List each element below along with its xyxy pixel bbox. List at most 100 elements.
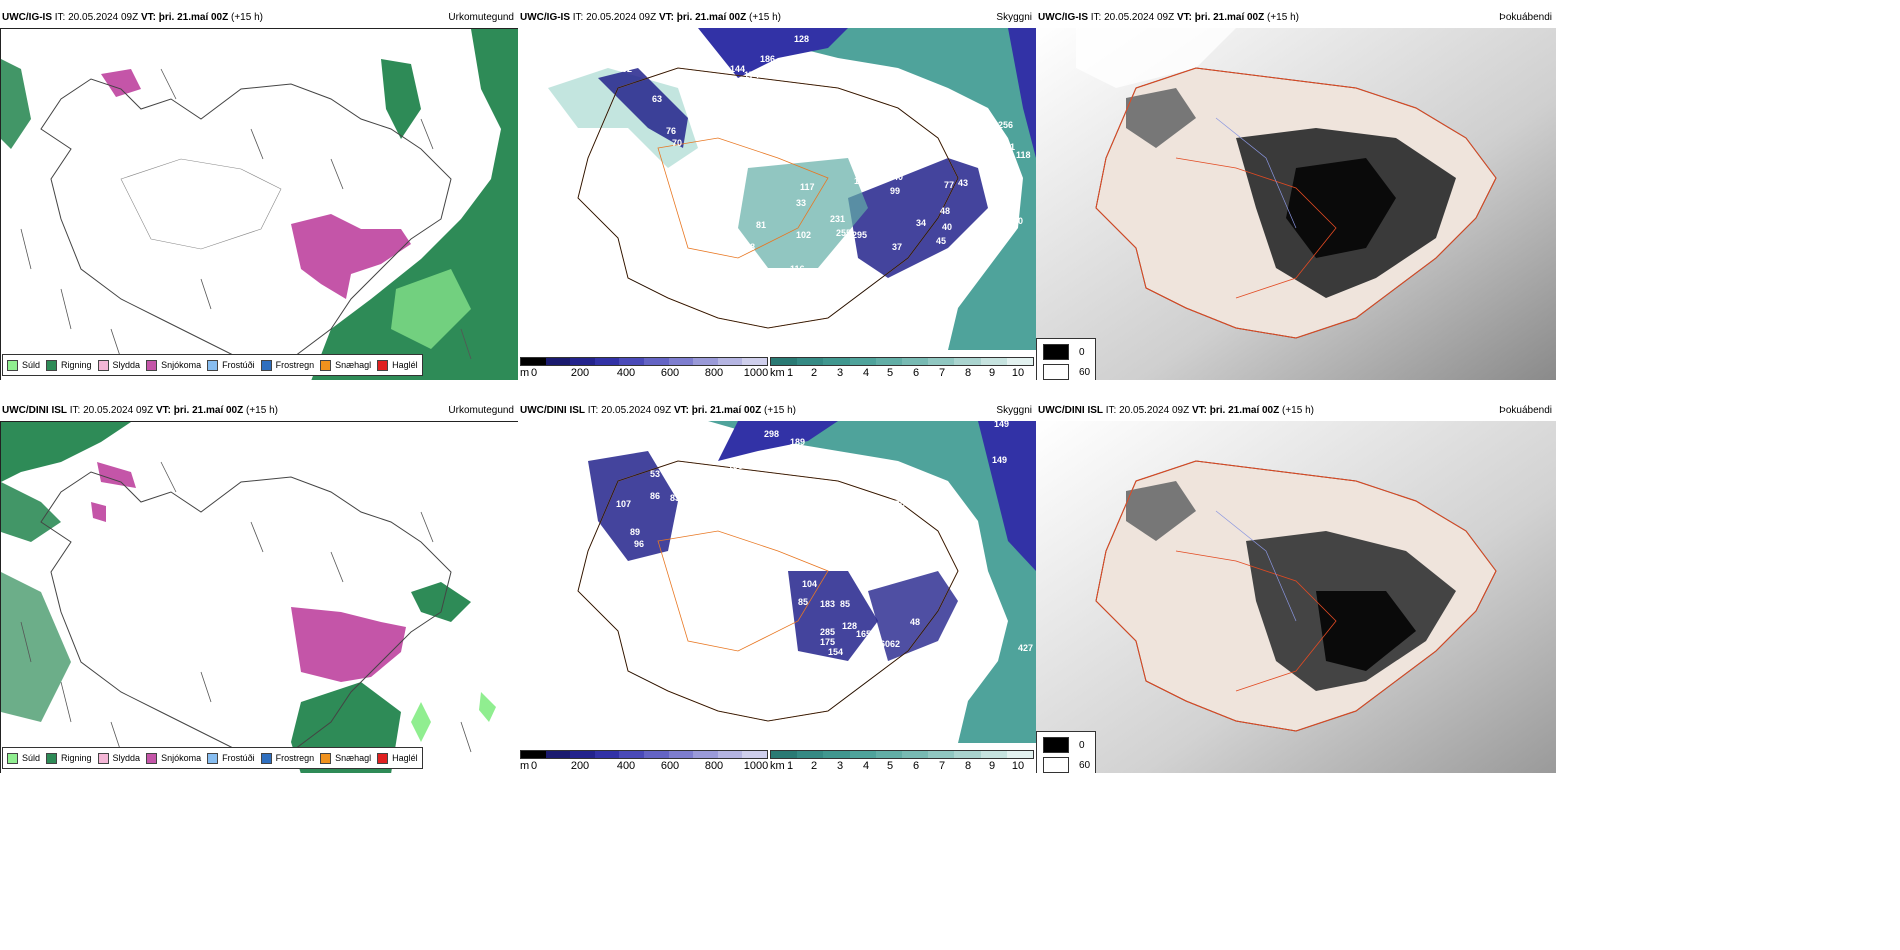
colorbar-tick: 400 xyxy=(616,367,636,379)
colorbar-tick: 7 xyxy=(938,760,946,772)
colorbar-tick: 10 xyxy=(1011,367,1025,379)
colorbar-tick: 4 xyxy=(862,367,870,379)
legend-swatch xyxy=(7,752,18,764)
cloud-label: 116 xyxy=(790,264,805,274)
cloud-label: 175 xyxy=(820,637,835,647)
cloud-label: 170 xyxy=(890,499,905,509)
visibility-colorbar: km 1 2 3 4 5 6 7 8 9 10 xyxy=(770,357,1034,380)
cloud-label: 101 xyxy=(716,78,731,88)
colorbar-tick: 3 xyxy=(836,760,844,772)
colorbar-tick: 6 xyxy=(912,367,920,379)
cloud-label: 285 xyxy=(820,627,835,637)
cloud-panel-top: UWC/IG-IS IT: 20.05.2024 09Z VT: þri. 21… xyxy=(518,12,1036,380)
cloud-label: 80 xyxy=(698,124,708,134)
colorbar-tick: 8 xyxy=(964,760,972,772)
legend-item: Frostúði xyxy=(207,752,255,764)
precip-map xyxy=(0,421,518,773)
cloud-label: 149 xyxy=(798,286,813,296)
colorbar-tick: 1000 xyxy=(743,760,769,772)
cloud-label: 63 xyxy=(652,94,662,104)
legend-item: Frostregn xyxy=(260,359,314,371)
cloud-label: 201 xyxy=(1000,142,1015,152)
panel-header: UWC/DINI ISL IT: 20.05.2024 09Z VT: þri.… xyxy=(1038,405,1314,416)
fog-legend-min: 0 xyxy=(1079,346,1085,358)
cloud-label: 117 xyxy=(800,182,815,192)
colorbar-tick: 4 xyxy=(862,760,870,772)
cloud-label: 980 xyxy=(912,146,927,156)
cloud-map: 128 58 52 92 144 186 174 101 63 76 70 80… xyxy=(518,28,1036,350)
panel-title: Úrkomutegund xyxy=(448,405,514,416)
cloud-label: 31 xyxy=(744,296,754,306)
legend-swatch xyxy=(377,359,389,371)
colorbar-unit: km xyxy=(770,760,785,772)
colorbar-unit: km xyxy=(770,367,785,379)
legend-item: Snæhagl xyxy=(320,359,371,371)
cloud-label: 241 xyxy=(736,475,751,485)
cloud-label: 255 xyxy=(836,228,851,238)
cloud-label: 131 xyxy=(756,679,771,689)
cloud-label: 83 xyxy=(670,493,680,503)
legend-item: Snjókoma xyxy=(146,752,201,764)
cloud-label: 107 xyxy=(616,499,631,509)
legend-swatch xyxy=(207,359,219,371)
cloud-label: 128 xyxy=(780,148,795,158)
cloud-label: 52 xyxy=(644,62,654,72)
cloud-label: 149 xyxy=(994,421,1009,429)
cloud-base-colorbar: m 0 200 400 600 800 1000 xyxy=(520,750,768,773)
panel-title: Skyggni xyxy=(996,405,1032,416)
colorbar-tick: 800 xyxy=(704,760,724,772)
cloud-label: 118 xyxy=(1016,150,1031,160)
cloud-label: 66 xyxy=(840,250,850,260)
colorbar-swatches xyxy=(770,750,1034,759)
cloud-label: 298 xyxy=(764,429,779,439)
cloud-label: 154 xyxy=(854,176,869,186)
cloud-label: 71 xyxy=(964,553,974,563)
legend-item: Frostúði xyxy=(207,359,255,371)
cloud-label: 96 xyxy=(634,539,644,549)
colorbar-tick: 2 xyxy=(810,367,818,379)
legend-swatch xyxy=(146,752,158,764)
cloud-label: 40 xyxy=(942,222,952,232)
fog-legend-min: 0 xyxy=(1079,739,1085,751)
panel-header: UWC/IG-IS IT: 20.05.2024 09Z VT: þri. 21… xyxy=(1038,12,1299,23)
fog-panel-top: UWC/IG-IS IT: 20.05.2024 09Z VT: þri. 21… xyxy=(1036,12,1556,380)
fog-legend-swatch xyxy=(1043,737,1069,753)
fog-legend-swatch xyxy=(1043,364,1069,380)
colorbar-tick: 400 xyxy=(616,760,636,772)
legend-item: Rigning xyxy=(46,752,92,764)
legend-swatch xyxy=(377,752,389,764)
colorbar-tick: 2 xyxy=(810,760,818,772)
cloud-label: 53 xyxy=(650,469,660,479)
colorbar-swatches xyxy=(770,357,1034,366)
legend-swatch xyxy=(7,359,18,371)
legend-swatch xyxy=(320,359,332,371)
legend-swatch xyxy=(146,359,158,371)
legend-item: Slydda xyxy=(97,359,140,371)
cloud-label: 70 xyxy=(672,138,682,148)
legend-swatch xyxy=(260,752,272,764)
cloud-label: 134 xyxy=(1004,182,1019,192)
cloud-label: 144 xyxy=(730,64,745,74)
colorbar-tick: 10 xyxy=(1011,760,1025,772)
cloud-label: 91 xyxy=(708,202,718,212)
precip-map xyxy=(0,28,518,380)
legend-swatch xyxy=(97,752,109,764)
cloud-label: 102 xyxy=(796,230,811,240)
colorbar-tick: 0 xyxy=(530,367,538,379)
cloud-label: 165 xyxy=(856,629,871,639)
cloud-panel-bottom: UWC/DINI ISL IT: 20.05.2024 09Z VT: þri.… xyxy=(518,405,1036,773)
colorbar-tick: 600 xyxy=(660,367,680,379)
legend-swatch xyxy=(97,359,109,371)
colorbar-tick: 5 xyxy=(886,367,894,379)
colorbar-tick: 200 xyxy=(570,367,590,379)
cloud-label: 128 xyxy=(794,34,809,44)
cloud-label: 62 xyxy=(890,639,900,649)
cloud-label: 48 xyxy=(910,617,920,627)
colorbar-tick: 3 xyxy=(836,367,844,379)
cloud-label: 77 xyxy=(944,180,954,190)
colorbar-swatches xyxy=(520,750,768,759)
legend-item: Haglél xyxy=(377,752,418,764)
cloud-label: 60 xyxy=(880,639,890,649)
colorbar-tick: 9 xyxy=(988,760,996,772)
fog-legend: 0 60 xyxy=(1036,338,1096,380)
